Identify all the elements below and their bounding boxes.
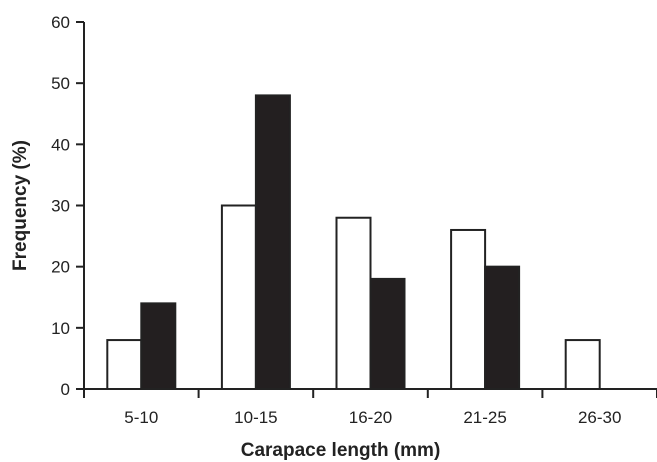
x-axis-ticks: 5-10 10-15 16-20 21-25 26-30 <box>83 389 657 427</box>
x-tick-label: 10-15 <box>234 408 277 427</box>
bar-open <box>450 228 487 390</box>
y-tick-label: 50 <box>51 74 70 93</box>
bar-open <box>564 339 601 391</box>
bar-open <box>106 339 143 391</box>
x-axis-title: Carapace length (mm) <box>241 440 441 461</box>
y-tick-label: 40 <box>51 135 70 154</box>
y-tick-label: 20 <box>51 258 70 277</box>
y-axis-title: Frequency (%) <box>10 140 31 271</box>
x-tick-label: 21-25 <box>463 408 506 427</box>
y-tick-label: 0 <box>61 380 70 399</box>
x-tick-label: 16-20 <box>349 408 392 427</box>
y-tick-label: 10 <box>51 319 70 338</box>
bar-series <box>106 94 601 391</box>
bar-filled <box>369 277 406 390</box>
bar-filled <box>140 302 177 390</box>
bar-filled <box>254 94 291 391</box>
x-tick-label: 26-30 <box>578 408 621 427</box>
y-tick-label: 60 <box>51 13 70 32</box>
bar-filled <box>484 265 521 390</box>
bar-open <box>220 204 257 390</box>
y-tick-label: 30 <box>51 197 70 216</box>
bar-open <box>335 216 372 390</box>
x-tick-label: 5-10 <box>124 408 158 427</box>
y-axis-ticks: 0 10 20 30 40 50 60 <box>51 13 84 399</box>
